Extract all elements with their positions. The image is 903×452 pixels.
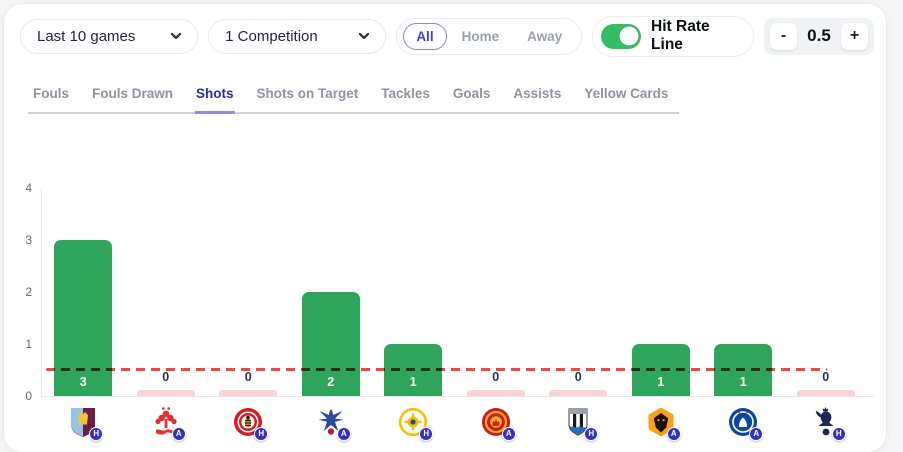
venue-badge-a: A [171,426,186,441]
bar-brentford[interactable] [219,389,278,396]
hit-rate-dashed-line [46,367,827,371]
hit-rate-label: Hit Rate Line [651,18,710,53]
bar-column-aston-villa: 3 [42,188,125,396]
bar-value-label: 0 [574,369,582,384]
venue-option-all[interactable]: All [403,22,447,50]
bar-crystal-palace[interactable] [301,291,360,396]
bar-value-label: 1 [409,374,417,389]
tab-fouls[interactable]: Fouls [33,86,69,101]
bar-column-tottenham: 0 [785,188,868,396]
bar-value-label: 0 [492,369,500,384]
y-tick-3: 3 [25,232,32,247]
venue-badge-a: A [749,426,764,441]
y-axis-line [41,187,42,396]
competition-select[interactable]: 1 Competition [208,18,387,54]
player-stats-card: Last 10 games 1 Competition All Home Away … [4,4,886,452]
venue-badge-h: H [419,426,434,441]
competition-value: 1 Competition [225,27,318,45]
tab-yellow-cards[interactable]: Yellow Cards [584,86,669,101]
stat-tabs: Fouls Fouls Drawn Shots Shots on Target Tack… [28,80,680,114]
tottenham-logo: H [809,405,846,441]
venue-filter: All Home Away [396,17,583,55]
logo-slot-aston-villa: H [42,405,125,441]
shots-bar-chart: 3 0 0 2 1 0 0 1 1 0 0 1 2 3 4 [10,181,874,403]
bar-column-nottm-forest: 0 [125,188,208,396]
bar-column-newcastle: 0 [537,188,620,396]
toggle-knob [617,25,640,47]
venue-badge-h: H [831,426,846,441]
bar-column-leeds: 1 [372,188,455,396]
logo-slot-leeds: H [372,405,455,441]
brentford-logo: H [231,405,269,441]
chelsea-logo: A [726,405,764,441]
tab-fouls-drawn[interactable]: Fouls Drawn [92,86,174,101]
plot-area: 3 0 0 2 1 0 0 1 1 0 [42,188,867,396]
y-tick-2: 2 [25,284,32,299]
tab-tackles[interactable]: Tackles [381,86,430,101]
logo-slot-chelsea: A [702,405,785,441]
logo-slot-nottm-forest: A [125,405,208,441]
venue-option-home[interactable]: Home [461,28,500,44]
bar-column-crystal-palace: 2 [290,188,373,396]
y-tick-1: 1 [25,336,32,351]
y-tick-0: 0 [25,388,32,403]
wolves-logo: A [644,405,681,441]
tab-shots[interactable]: Shots [195,80,235,114]
bar-value-label: 0 [822,369,830,384]
man-united-logo: A [479,405,516,441]
bar-newcastle[interactable] [549,389,608,396]
logo-slot-crystal-palace: A [290,405,373,441]
bar-aston-villa[interactable] [54,239,113,396]
bar-column-man-united: 0 [455,188,538,396]
x-axis-line [41,395,874,397]
bar-column-wolves: 1 [620,188,703,396]
chevron-down-icon [359,32,370,40]
venue-badge-a: A [336,426,351,441]
logo-slot-newcastle: H [537,405,620,441]
chevron-down-icon [171,32,182,40]
hit-rate-toggle[interactable] [601,23,642,49]
bar-tottenham[interactable] [796,389,855,396]
newcastle-logo: H [561,405,599,441]
bar-man-united[interactable] [466,389,525,396]
bar-column-brentford: 0 [207,188,290,396]
increment-button[interactable]: + [841,22,868,50]
bar-column-chelsea: 1 [702,188,785,396]
bar-value-label: 3 [79,374,87,389]
tab-shots-on-target[interactable]: Shots on Target [256,86,359,101]
logo-slot-brentford: H [207,405,290,441]
y-tick-4: 4 [25,180,32,195]
logo-slot-man-united: A [455,405,538,441]
venue-badge-h: H [89,426,104,441]
venue-badge-a: A [501,426,516,441]
tab-assists[interactable]: Assists [513,86,562,101]
bar-nottm-forest[interactable] [136,389,195,396]
bar-value-label: 1 [739,374,747,389]
venue-badge-h: H [584,426,599,441]
venue-badge-a: A [666,426,681,441]
bar-value-label: 2 [327,374,335,389]
logo-slot-wolves: A [620,405,703,441]
bar-value-label: 0 [244,369,252,384]
venue-badge-h: H [254,426,269,441]
logo-slot-tottenham: H [785,405,868,441]
aston-villa-logo: H [66,405,104,441]
line-value: 0.5 [807,26,831,45]
filters-bar: Last 10 games 1 Competition All Home Away … [20,15,874,57]
leeds-logo: H [396,405,434,441]
nottm-forest-logo: A [149,405,186,441]
hit-rate-line-control: Hit Rate Line [592,15,754,57]
venue-option-away[interactable]: Away [527,28,563,44]
bar-value-label: 1 [657,374,665,389]
bar-value-label: 0 [162,369,170,384]
crystal-palace-logo: A [314,405,351,441]
tab-goals[interactable]: Goals [452,86,491,101]
line-value-stepper: - 0.5 + [764,17,874,55]
decrement-button[interactable]: - [770,22,797,50]
games-range-value: Last 10 games [37,27,136,45]
games-range-select[interactable]: Last 10 games [20,18,199,54]
